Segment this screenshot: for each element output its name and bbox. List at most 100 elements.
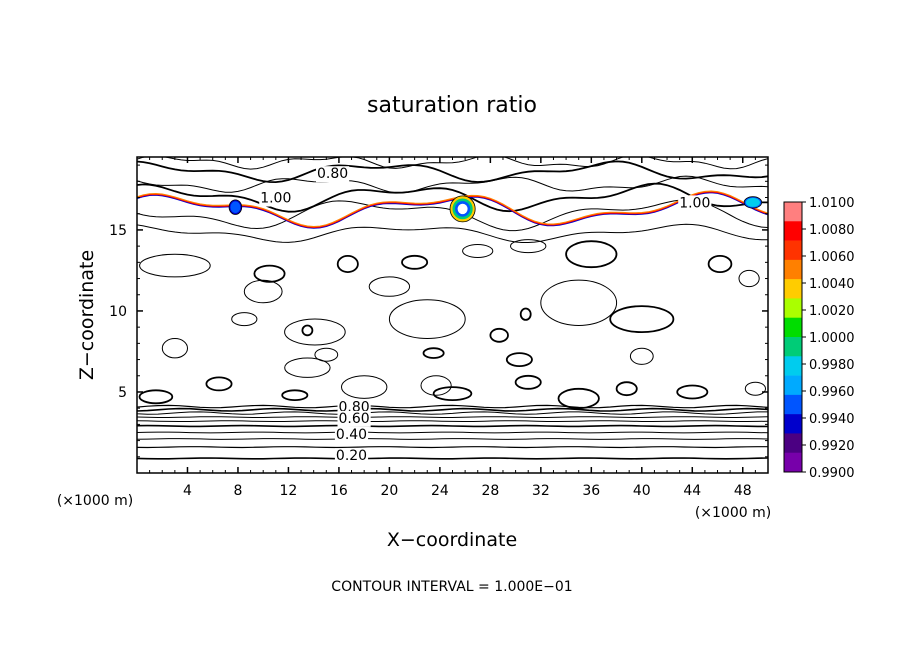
colorbar-swatch [784,317,802,338]
contour-line [137,182,768,213]
x-tick-label: 8 [233,483,242,499]
contour-loop [284,318,346,346]
contour-line [137,446,768,449]
x-tick-label: 36 [582,483,600,499]
colorbar-label: 1.0100 [809,196,855,211]
colorbar-swatch [784,375,802,396]
contour-loop [388,299,466,340]
x-axis-ticks: 4 8 12 16 20 24 28 32 36 40 44 48 [149,157,756,499]
contour-loop [243,279,283,304]
cloud-patch [230,201,241,213]
colorbar-swatch [784,356,802,376]
contour-loop [253,264,286,283]
contour-loop [231,312,258,327]
chart-title: saturation ratio [367,93,537,118]
x-tick-label: 44 [683,483,701,499]
contour-label: 0.60 [339,411,370,427]
saturation-band [137,191,768,229]
contour-loop [401,254,429,270]
x-tick-label: 20 [380,483,398,499]
y-axis-title: Z−coordinate [76,250,98,380]
contour-loop [138,389,174,405]
contour-loop [281,389,309,402]
y-tick-label: 10 [109,304,127,320]
colorbar-label: 0.9940 [809,412,855,427]
contour-loop [707,254,733,273]
contour-loop [519,307,532,321]
contour-line [137,160,768,184]
contour-loop [205,376,233,392]
y-axis-unit: (×1000 m) [57,493,133,509]
y-tick-label: 5 [118,385,127,401]
contour-loop [565,240,618,269]
colorbar-swatch [784,414,802,434]
contour-loop [744,381,767,396]
colorbar-label: 1.0060 [809,250,855,265]
cloud-patch [457,203,468,215]
contour-line [137,431,768,434]
colorbar-label: 0.9900 [809,466,855,481]
contour-loop [540,279,618,326]
contour-loop [368,276,411,297]
contour-loop [336,254,359,273]
colorbar-swatch [784,240,802,261]
colorbar: 1.0100 1.0080 1.0060 1.0040 1.0020 1.0000 0.99… [783,196,855,481]
contour-loop [629,347,654,365]
contour-loop [505,352,533,368]
contour-line [137,223,768,243]
x-tick-label: 32 [532,483,550,499]
cloud-patch [745,197,761,207]
contour-label: 0.80 [317,166,348,182]
contour-loop [557,387,600,410]
contour-loop [341,375,388,399]
contour-line [137,457,768,460]
saturation-band [137,190,768,228]
colorbar-swatch [784,221,802,241]
colorbar-swatch [784,433,802,454]
contour-loop [738,269,760,288]
contour-loop [139,253,211,278]
colorbar-swatch [784,279,802,299]
contour-loop [314,347,339,362]
x-tick-label: 16 [330,483,348,499]
x-tick-label: 40 [633,483,651,499]
colorbar-swatch [784,452,802,473]
contour-label: 0.20 [336,448,367,464]
y-axis-ticks: 5 10 15 [109,164,768,458]
colorbar-swatch [784,298,802,319]
x-axis-unit: (×1000 m) [695,505,771,521]
y-tick-label: 15 [109,223,127,239]
colorbar-label: 1.0040 [809,277,855,292]
colorbar-swatch [784,202,802,222]
contour-line [137,424,768,428]
contour-line [137,411,768,415]
colorbar-swatch [784,259,802,280]
colorbar-label: 0.9960 [809,385,855,400]
contour-loop [284,357,331,378]
contour-loop [676,384,709,400]
colorbar-swatch [784,394,802,415]
saturation-band [137,192,768,229]
contour-loop [161,338,188,359]
colorbar-label: 0.9920 [809,439,855,454]
colorbar-label: 1.0000 [809,331,855,346]
colorbar-swatch [784,337,802,357]
contour-loop [301,324,314,337]
x-tick-label: 28 [481,483,499,499]
plot-area: 0.801.00 1.000.800.600.400.20 [137,157,768,465]
contour-loop [432,386,473,402]
x-tick-label: 24 [431,483,449,499]
contour-interval-footer: CONTOUR INTERVAL = 1.000E−01 [331,579,572,595]
contour-loop [615,381,638,397]
contour-line [137,416,768,418]
contour-label: 1.00 [679,195,710,211]
contour-line [137,420,768,422]
contour-line [137,407,768,412]
x-axis-title: X−coordinate [387,529,517,551]
x-tick-label: 12 [280,483,298,499]
contour-label: 1.00 [260,191,291,207]
contour-loop [462,244,494,258]
contour-loop [609,305,675,334]
contour-loop [489,327,509,343]
